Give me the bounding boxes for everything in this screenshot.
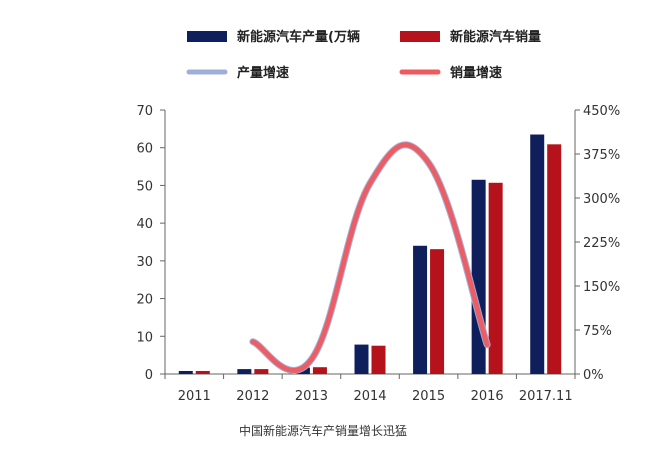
chart-bars xyxy=(178,134,562,374)
bar xyxy=(430,249,445,374)
x-tick-label: 2012 xyxy=(236,389,269,404)
chart-lines xyxy=(249,141,491,374)
y-left-tick-label: 40 xyxy=(136,217,153,232)
bar xyxy=(547,144,562,374)
x-tick-label: 2014 xyxy=(353,389,386,404)
y-left-tick-label: 20 xyxy=(136,293,153,308)
chart-caption: 中国新能源汽车产销量增长迅猛 xyxy=(238,424,407,438)
y-left-tick-label: 70 xyxy=(136,104,153,119)
y-right-tick-label: 75% xyxy=(583,324,612,339)
y-right-tick-label: 375% xyxy=(583,148,620,163)
legend-label: 新能源汽车销量 xyxy=(450,29,541,45)
bar xyxy=(195,370,210,374)
x-tick-label: 2017.11 xyxy=(519,389,573,404)
bar xyxy=(354,344,369,374)
y-left-tick-label: 30 xyxy=(136,255,153,270)
y-right-tick-label: 450% xyxy=(583,104,620,119)
y-left-tick-label: 10 xyxy=(136,330,153,345)
y-right-tick-label: 300% xyxy=(583,192,620,207)
y-right-tick-label: 225% xyxy=(583,236,620,251)
y-right-tick-label: 150% xyxy=(583,280,620,295)
x-tick-label: 2016 xyxy=(471,389,504,404)
chart-axes: 0 10 20 30 40 50 60 70 0% 75% 150% 225% 300% 375% 450%… xyxy=(136,104,620,404)
bar xyxy=(413,245,428,374)
x-tick-label: 2015 xyxy=(412,389,445,404)
bar xyxy=(312,367,327,374)
bar xyxy=(488,182,503,374)
y-left-tick-label: 60 xyxy=(136,142,153,157)
legend-swatch xyxy=(187,31,227,42)
bar xyxy=(254,369,269,374)
y-left-tick-label: 0 xyxy=(145,368,153,383)
bar xyxy=(530,134,545,374)
bar xyxy=(237,369,252,374)
bar xyxy=(178,370,193,374)
legend-label: 销量增速 xyxy=(450,65,502,81)
series-line xyxy=(250,142,490,373)
y-left-tick-label: 50 xyxy=(136,179,153,194)
x-tick-label: 2011 xyxy=(178,389,211,404)
legend-label: 产量增速 xyxy=(237,65,289,81)
legend-swatch xyxy=(400,31,440,42)
y-right-tick-label: 0% xyxy=(583,368,604,383)
bar xyxy=(371,345,386,374)
legend-label: 新能源汽车产量(万辆 xyxy=(237,29,360,45)
x-tick-label: 2013 xyxy=(295,389,328,404)
